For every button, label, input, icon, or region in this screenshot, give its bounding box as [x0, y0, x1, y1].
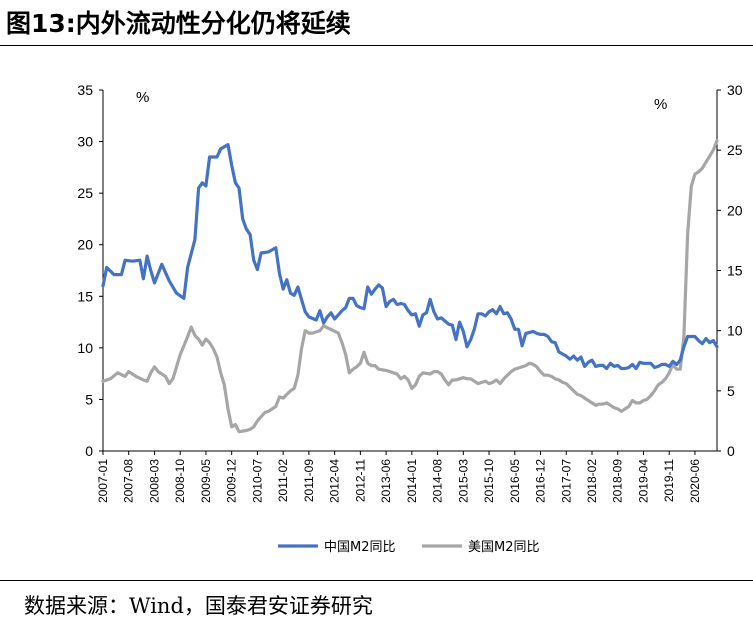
figure-title: 图13:内外流动性分化仍将延续: [6, 9, 351, 38]
x-tick-label: 2016-05: [508, 459, 522, 503]
chart-legend: 中国M2同比 美国M2同比: [278, 540, 540, 555]
right-tick-label: 5: [727, 383, 735, 399]
x-tick-label: 2007-08: [122, 459, 136, 503]
left-tick-label: 25: [77, 185, 93, 201]
right-tick-label: 20: [727, 202, 743, 218]
right-tick-label: 25: [727, 142, 743, 158]
source-note: 数据来源：Wind，国泰君安证券研究: [24, 594, 373, 618]
left-tick-label: 35: [77, 82, 93, 98]
x-tick-label: 2017-07: [559, 459, 573, 503]
x-tick-label: 2014-08: [431, 459, 445, 503]
x-tick-label: 2014-01: [405, 459, 419, 503]
source-divider: [0, 580, 753, 581]
series-line-china-m2: [101, 143, 719, 371]
x-tick-label: 2008-10: [173, 459, 187, 503]
x-tick-label: 2011-09: [302, 459, 316, 502]
chart-axes: 0 5 10 15 20 25 30 35 0 5 10 15 20 25 30% % 2007-01 2007-…: [77, 82, 742, 503]
series-line-us-m2: [101, 138, 719, 434]
m2-growth-chart: 0 5 10 15 20 25 30 35 0 5 10 15 20 25 30% % 2007-01 2007-…: [77, 82, 742, 555]
right-tick-label: 10: [727, 323, 743, 339]
left-tick-label: 10: [77, 340, 93, 356]
right-tick-label: 30: [727, 82, 743, 98]
right-axis-unit: %: [654, 96, 667, 113]
x-tick-label: 2020-06: [688, 459, 702, 503]
left-axis-unit: %: [136, 89, 149, 106]
legend-label-china-m2: 中国M2同比: [324, 540, 396, 555]
left-tick-label: 20: [77, 237, 93, 253]
left-tick-label: 30: [77, 134, 93, 150]
legend-label-us-m2: 美国M2同比: [468, 540, 540, 555]
x-tick-label: 2012-04: [328, 459, 342, 503]
x-tick-label: 2010-07: [250, 459, 264, 503]
x-tick-label: 2007-01: [96, 459, 110, 503]
x-tick-label: 2009-12: [225, 459, 239, 503]
x-tick-label: 2018-09: [611, 459, 625, 503]
x-tick-label: 2019-11: [662, 459, 676, 502]
left-tick-label: 0: [85, 443, 93, 459]
x-tick-label: 2019-04: [636, 459, 650, 503]
left-tick-label: 5: [85, 391, 93, 407]
x-tick-label: 2018-02: [585, 459, 599, 503]
x-tick-label: 2009-05: [199, 459, 213, 503]
x-tick-label: 2015-10: [482, 459, 496, 503]
right-tick-label: 0: [727, 443, 735, 459]
x-tick-label: 2016-12: [534, 459, 548, 503]
left-tick-label: 15: [77, 288, 93, 304]
title-divider: [0, 45, 753, 46]
x-tick-label: 2013-06: [379, 459, 393, 503]
series-layer: [101, 138, 719, 434]
x-tick-label: 2008-03: [147, 459, 161, 503]
x-tick-label: 2015-03: [456, 459, 470, 503]
x-tick-label: 2012-11: [353, 459, 367, 502]
right-tick-label: 15: [727, 263, 743, 279]
x-tick-label: 2011-02: [276, 459, 290, 502]
